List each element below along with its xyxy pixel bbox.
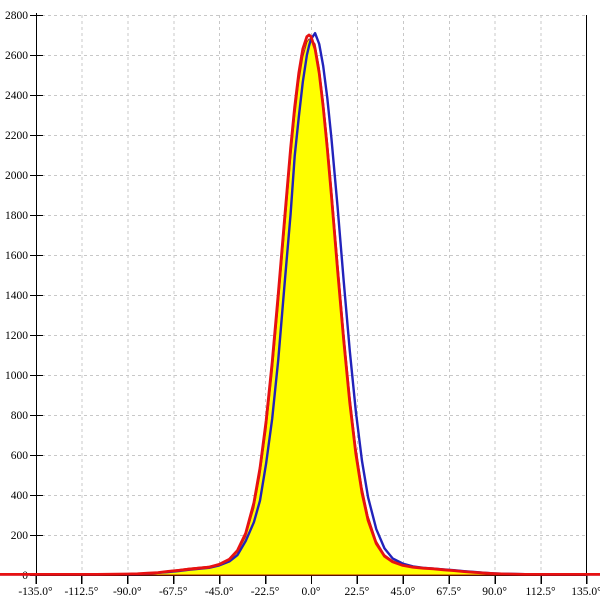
y-tick-label: 1000 bbox=[5, 370, 28, 382]
x-tick-label: -45.0° bbox=[205, 586, 234, 598]
x-tick-label: 22.5° bbox=[345, 586, 370, 598]
x-tick-label: -112.5° bbox=[64, 586, 98, 598]
y-tick-label: 800 bbox=[11, 410, 29, 422]
y-tick-label: 2200 bbox=[5, 130, 28, 142]
y-tick-label: 2600 bbox=[5, 50, 28, 62]
y-tick-label: 2400 bbox=[5, 90, 28, 102]
x-tick-label: 90.0° bbox=[482, 586, 507, 598]
y-tick-label: 600 bbox=[11, 450, 29, 462]
series-red-curve bbox=[0, 33, 600, 576]
x-tick-label: 112.5° bbox=[526, 586, 556, 598]
y-tick-label: 2800 bbox=[5, 10, 28, 22]
x-tick-label: 45.0° bbox=[390, 586, 415, 598]
x-tick-label: -22.5° bbox=[251, 586, 280, 598]
x-tick-label: -135.0° bbox=[18, 586, 53, 598]
x-tick-label: -90.0° bbox=[113, 586, 142, 598]
y-tick-label: 1800 bbox=[5, 210, 28, 222]
y-tick-label: 1200 bbox=[5, 330, 28, 342]
y-tick-label: 0 bbox=[22, 570, 28, 582]
x-tick-label: 67.5° bbox=[436, 586, 461, 598]
series-yellow-filled-area bbox=[0, 38, 600, 576]
x-tick-label: -67.5° bbox=[159, 586, 188, 598]
y-tick-label: 200 bbox=[11, 530, 29, 542]
x-tick-label: 135.0° bbox=[571, 586, 600, 598]
y-tick-label: 1600 bbox=[5, 250, 28, 262]
x-tick-label: 0.0° bbox=[302, 586, 321, 598]
y-tick-label: 1400 bbox=[5, 290, 28, 302]
y-tick-label: 400 bbox=[11, 490, 29, 502]
y-tick-label: 2000 bbox=[5, 170, 28, 182]
